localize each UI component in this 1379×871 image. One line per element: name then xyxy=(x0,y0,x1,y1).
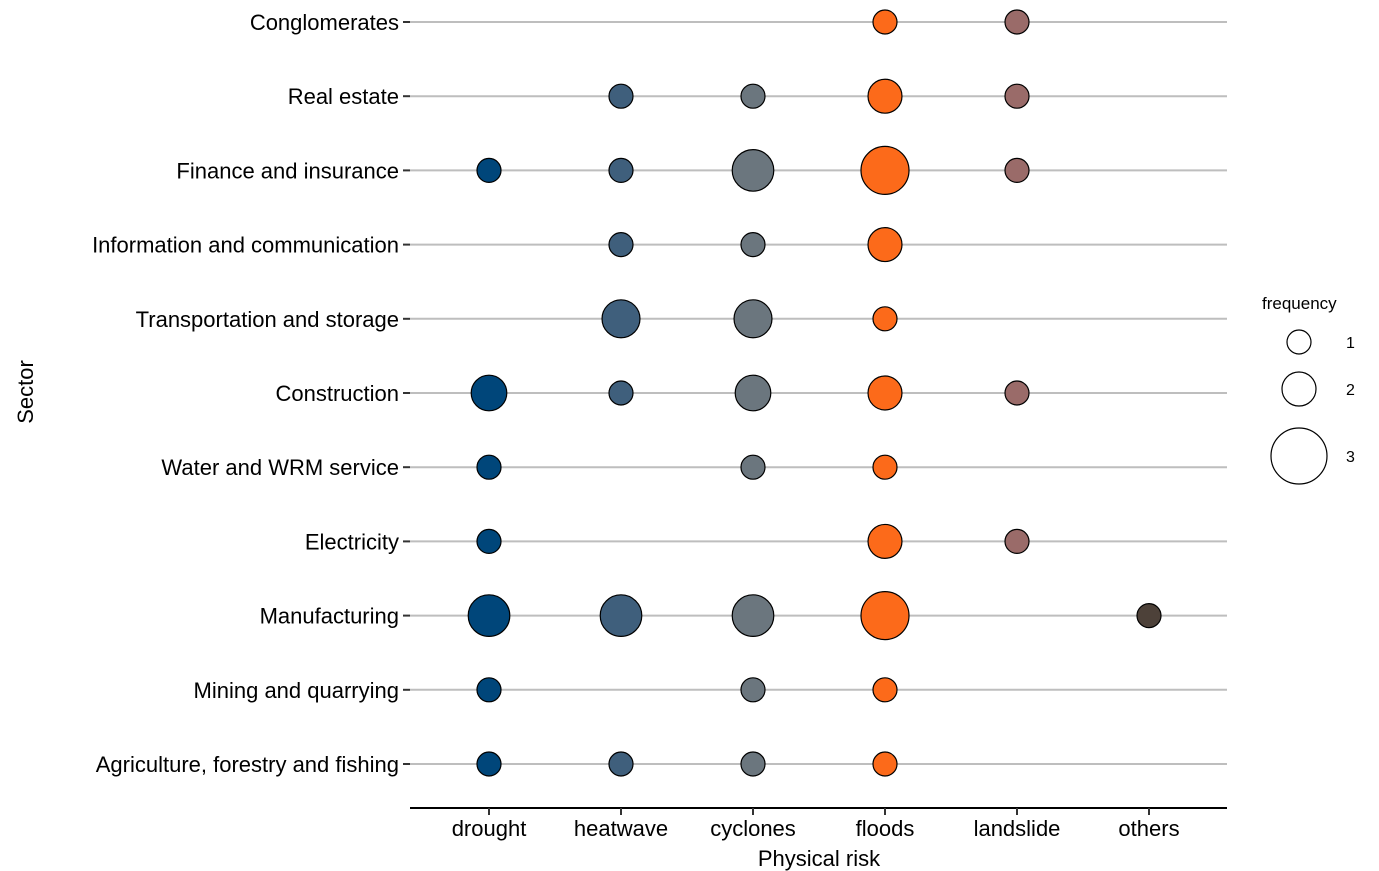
bubble-heatwave xyxy=(608,232,634,258)
y-tick-label: Electricity xyxy=(305,529,399,554)
legend-key-label: 2 xyxy=(1346,382,1355,399)
legend-key-circle xyxy=(1281,371,1317,407)
y-axis: Conglomerates Real estate Finance and insu… xyxy=(92,10,410,777)
bubble-drought xyxy=(476,157,502,183)
bubble-cyclones xyxy=(740,751,766,777)
y-tick-label: Manufacturing xyxy=(260,604,399,629)
bubble-floods xyxy=(872,751,898,777)
y-axis-title: Sector xyxy=(13,360,38,424)
y-tick-label: Construction xyxy=(275,381,399,406)
bubble-drought xyxy=(476,454,502,480)
bubble-cyclones xyxy=(740,232,766,258)
bubble-drought xyxy=(470,374,508,412)
x-tick-label: others xyxy=(1118,816,1179,841)
bubble-landslide xyxy=(1004,528,1030,555)
bubble-floods xyxy=(860,590,910,641)
bubble-heatwave xyxy=(608,83,634,109)
bubble-floods xyxy=(872,9,898,35)
y-tick-label: Water and WRM service xyxy=(161,455,399,480)
bubble-heatwave xyxy=(599,594,643,637)
bubble-cyclones xyxy=(740,83,766,109)
y-tick-label: Agriculture, forestry and fishing xyxy=(96,752,399,777)
bubble-cyclones xyxy=(731,594,775,637)
bubble-landslide xyxy=(1004,9,1030,35)
bubble-cyclones xyxy=(733,299,773,339)
gridlines xyxy=(410,21,1227,765)
bubble-landslide xyxy=(1004,380,1030,406)
bubble-cyclones xyxy=(734,374,772,412)
bubble-drought xyxy=(467,594,511,637)
legend: frequency 1 2 3 xyxy=(1262,294,1355,485)
bubble-heatwave xyxy=(608,751,634,777)
bubble-drought xyxy=(476,751,502,777)
bubble-cyclones xyxy=(740,677,766,703)
y-tick-label: Information and communication xyxy=(92,233,399,258)
legend-key-label: 1 xyxy=(1346,335,1355,352)
y-tick-label: Conglomerates xyxy=(250,10,399,35)
y-tick-label: Real estate xyxy=(288,84,399,109)
legend-title: frequency xyxy=(1262,294,1337,313)
bubbles xyxy=(467,9,1162,777)
x-tick-label: drought xyxy=(452,816,527,841)
x-tick-label: floods xyxy=(856,816,915,841)
bubble-heatwave xyxy=(601,299,641,339)
legend-key-circle xyxy=(1286,329,1312,355)
bubble-floods xyxy=(867,375,903,411)
bubble-floods xyxy=(872,306,898,332)
bubble-cyclones xyxy=(731,149,775,192)
bubble-heatwave xyxy=(608,157,634,183)
bubble-cyclones xyxy=(740,454,766,480)
bubble-others xyxy=(1136,602,1162,629)
legend-key-label: 3 xyxy=(1346,449,1355,466)
x-axis-title: Physical risk xyxy=(758,846,881,871)
x-tick-label: landslide xyxy=(974,816,1061,841)
bubble-floods xyxy=(860,145,910,195)
bubble-drought xyxy=(476,528,502,555)
y-tick-label: Transportation and storage xyxy=(136,307,399,332)
bubble-floods xyxy=(867,78,903,114)
bubble-drought xyxy=(476,677,502,703)
x-tick-label: cyclones xyxy=(710,816,796,841)
y-tick-label: Mining and quarrying xyxy=(194,678,399,703)
bubble-floods xyxy=(872,454,898,480)
bubble-floods xyxy=(867,227,903,263)
y-tick-label: Finance and insurance xyxy=(176,158,399,183)
bubble-heatwave xyxy=(608,380,634,406)
bubble-floods xyxy=(872,677,898,703)
bubble-landslide xyxy=(1004,157,1030,183)
x-axis: drought heatwave cyclones floods landslide ot… xyxy=(410,807,1227,841)
legend-key-circle xyxy=(1270,427,1328,485)
bubble-floods xyxy=(867,523,903,559)
x-tick-label: heatwave xyxy=(574,816,668,841)
bubble-landslide xyxy=(1004,83,1030,109)
